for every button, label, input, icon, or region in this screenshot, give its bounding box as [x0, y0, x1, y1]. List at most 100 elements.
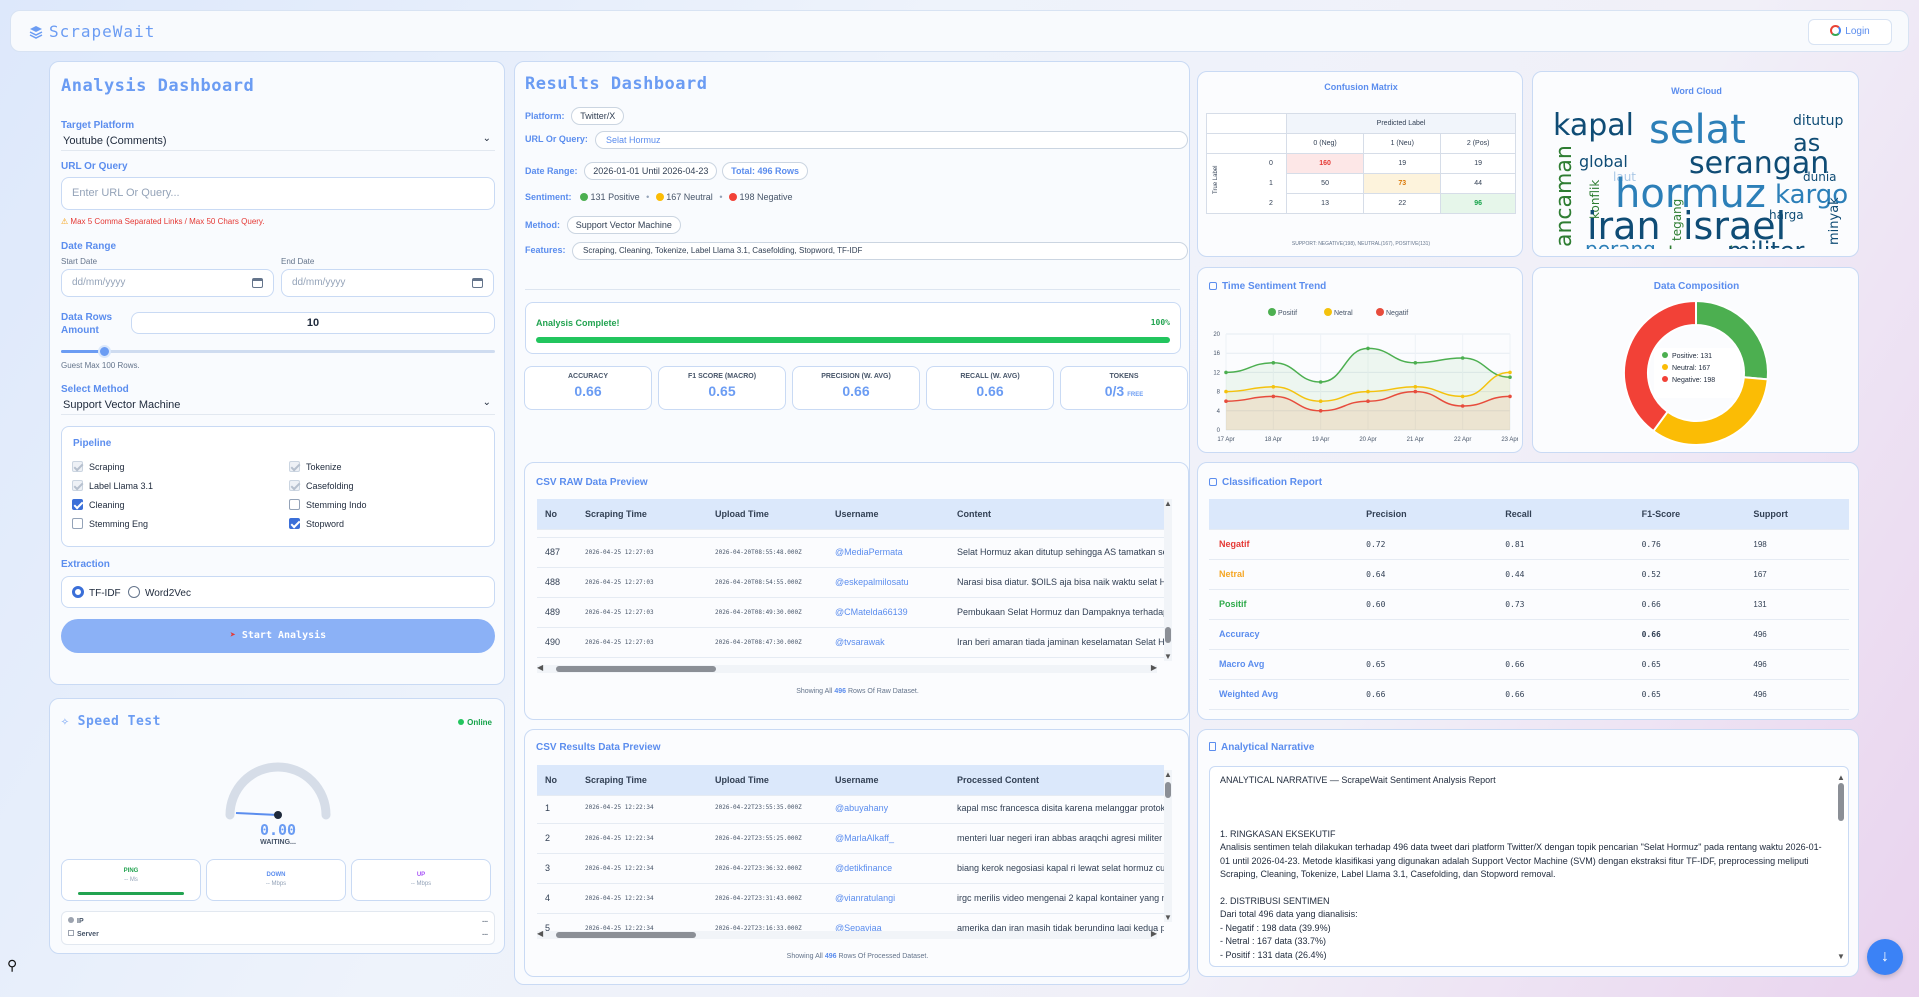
results-hscroll-thumb[interactable] [556, 932, 696, 938]
table-row[interactable]: 3 2026-04-25 12:22:34 2026-04-22T23:36:32.… [537, 853, 1164, 884]
column-header[interactable]: Upload Time [707, 765, 827, 796]
scroll-up-icon[interactable]: ▲ [1164, 770, 1172, 779]
pipeline-option-stopword[interactable]: Stopword [289, 518, 344, 529]
table-row[interactable]: 490 2026-04-25 12:27:03 2026-04-20T08:47:3… [537, 627, 1164, 658]
cell-username[interactable]: @MarlaAlkaff_ [827, 823, 949, 854]
narrative-vscroll[interactable]: ▲ ▼ [1837, 771, 1845, 963]
scroll-right-icon[interactable]: ▶ [1150, 929, 1157, 938]
calendar-icon[interactable] [472, 278, 483, 288]
rows-slider[interactable] [61, 345, 495, 358]
point-negatif [1224, 399, 1228, 403]
negative-count: 198 Negative [739, 192, 793, 202]
speed-value: 0.00 [259, 821, 297, 839]
rows-input[interactable]: 10 [131, 312, 495, 334]
cell-username[interactable]: @kontanZone [827, 528, 949, 538]
checkbox-icon[interactable] [289, 499, 300, 510]
cell-username[interactable]: @vianratulangi [827, 883, 949, 914]
radio-tfidf[interactable]: TF-IDF [72, 586, 121, 599]
results-table-viewport[interactable]: No Scraping Time Upload Time Username Proces… [537, 765, 1177, 935]
column-header[interactable]: No [537, 765, 577, 796]
login-button[interactable]: Login [1808, 19, 1892, 45]
column-header[interactable]: Content [949, 499, 1164, 530]
point-positif [1460, 356, 1465, 360]
cell-no: 490 [537, 627, 577, 658]
column-header[interactable]: Upload Time [707, 499, 827, 530]
column-header[interactable]: Processed Content [949, 765, 1164, 796]
results-hscroll[interactable]: ◀ ▶ [537, 929, 1157, 939]
table-row[interactable]: 4 2026-04-25 12:22:34 2026-04-22T23:31:43.… [537, 883, 1164, 914]
radio-word2vec[interactable]: Word2Vec [128, 586, 191, 599]
checkbox-icon[interactable] [289, 461, 300, 472]
scroll-down-icon[interactable]: ▼ [1164, 652, 1172, 661]
scroll-to-bottom-button[interactable]: ↓ [1867, 939, 1903, 975]
table-row[interactable]: 2 2026-04-25 12:22:34 2026-04-22T23:55:25.… [537, 823, 1164, 854]
raw-hscroll[interactable]: ◀ ▶ [537, 663, 1157, 673]
results-vscroll[interactable]: ▲ ▼ [1164, 770, 1172, 922]
checkbox-icon[interactable] [72, 518, 83, 529]
pipeline-option-tokenize[interactable]: Tokenize [289, 461, 342, 472]
cell-username[interactable]: @CMatelda66139 [827, 597, 949, 628]
pipeline-option-scraping[interactable]: Scraping [72, 461, 125, 472]
column-header[interactable]: Username [827, 499, 949, 530]
table-row[interactable]: 487 2026-04-25 12:27:03 2026-04-20T08:55:4… [537, 537, 1164, 568]
table-row[interactable]: 5 2026-04-25 12:22:34 2026-04-22T23:16:33.… [537, 913, 1164, 935]
column-header[interactable]: Scraping Time [577, 765, 707, 796]
cell-username[interactable]: @tvsarawak [827, 627, 949, 658]
cell-username[interactable]: @MediaPermata [827, 537, 949, 568]
column-header[interactable]: No [537, 499, 577, 530]
pipeline-option-casefolding[interactable]: Casefolding [289, 480, 354, 491]
url-input[interactable]: Enter URL Or Query... [61, 177, 495, 210]
end-date-input[interactable]: dd/mm/yyyy [281, 269, 494, 297]
checkbox-icon[interactable] [72, 461, 83, 472]
progress-track [536, 337, 1170, 343]
scroll-right-icon[interactable]: ▶ [1150, 663, 1157, 672]
column-header[interactable]: Scraping Time [577, 499, 707, 530]
start-date-input[interactable]: dd/mm/yyyy [61, 269, 274, 297]
pipeline-option-stemming-eng[interactable]: Stemming Eng [72, 518, 148, 529]
url-warning: ⚠ Max 5 Comma Separated Links / Max 50 C… [61, 217, 265, 226]
method-select[interactable]: Support Vector Machine ⌄ [61, 397, 495, 415]
table-row[interactable]: 1 2026-04-25 12:22:34 2026-04-22T23:55:35.… [537, 793, 1164, 824]
report-row: Weighted Avg 0.66 0.66 0.65 496 [1209, 679, 1849, 710]
column-header[interactable]: Username [827, 765, 949, 796]
checkbox-icon[interactable] [72, 499, 83, 510]
table-row[interactable]: 4862026-04-25 12:27:032026-04-20T09:06:0… [537, 528, 1164, 538]
checkbox-icon[interactable] [72, 480, 83, 491]
brand[interactable]: ScrapeWait [29, 22, 155, 41]
scroll-left-icon[interactable]: ◀ [537, 663, 544, 672]
table-row[interactable]: 488 2026-04-25 12:27:03 2026-04-20T08:54:5… [537, 567, 1164, 598]
table-row[interactable]: 489 2026-04-25 12:27:03 2026-04-20T08:49:3… [537, 597, 1164, 628]
cell-username[interactable]: @Sepaviaa [827, 913, 949, 935]
raw-vscroll[interactable]: ▲ ▼ [1164, 499, 1172, 661]
rows-slider-thumb[interactable] [98, 345, 112, 358]
cell-username[interactable]: @eskepalmilosatu [827, 567, 949, 598]
cm-cell: 73 [1363, 173, 1442, 194]
raw-hscroll-thumb[interactable] [556, 666, 716, 672]
narrative-vscroll-thumb[interactable] [1838, 783, 1844, 821]
scroll-down-icon[interactable]: ▼ [1837, 951, 1845, 961]
cm-row: 13 22 96 [1207, 193, 1516, 214]
raw-vscroll-thumb[interactable] [1165, 627, 1171, 643]
method-label: Select Method [61, 384, 129, 395]
scroll-left-icon[interactable]: ◀ [537, 929, 544, 938]
start-analysis-button[interactable]: ➤ Start Analysis [61, 619, 495, 653]
scroll-down-icon[interactable]: ▼ [1164, 913, 1172, 922]
platform-select[interactable]: Youtube (Comments) ⌄ [61, 133, 495, 151]
word-konflik: konflik [1588, 180, 1602, 219]
results-vscroll-thumb[interactable] [1165, 782, 1171, 798]
checkbox-icon[interactable] [289, 518, 300, 529]
point-netral [1318, 399, 1323, 403]
word-serangan: serangan [1689, 146, 1829, 181]
scroll-up-icon[interactable]: ▲ [1837, 773, 1845, 782]
raw-table-viewport[interactable]: No Scraping Time Upload Time Username Conten… [537, 499, 1177, 674]
cell-username[interactable]: @abuyahany [827, 793, 949, 824]
narrative-box[interactable]: ANALYTICAL NARRATIVE — ScrapeWait Sentim… [1209, 766, 1849, 967]
cell-username[interactable]: @detikfinance [827, 853, 949, 884]
pipeline-option-cleaning[interactable]: Cleaning [72, 499, 125, 510]
calendar-icon[interactable] [252, 278, 263, 288]
pipeline-option-label-llama-3-1[interactable]: Label Llama 3.1 [72, 480, 153, 491]
scroll-up-icon[interactable]: ▲ [1164, 499, 1172, 508]
report-title-text: Classification Report [1222, 477, 1323, 488]
checkbox-icon[interactable] [289, 480, 300, 491]
pipeline-option-stemming-indo[interactable]: Stemming Indo [289, 499, 367, 510]
